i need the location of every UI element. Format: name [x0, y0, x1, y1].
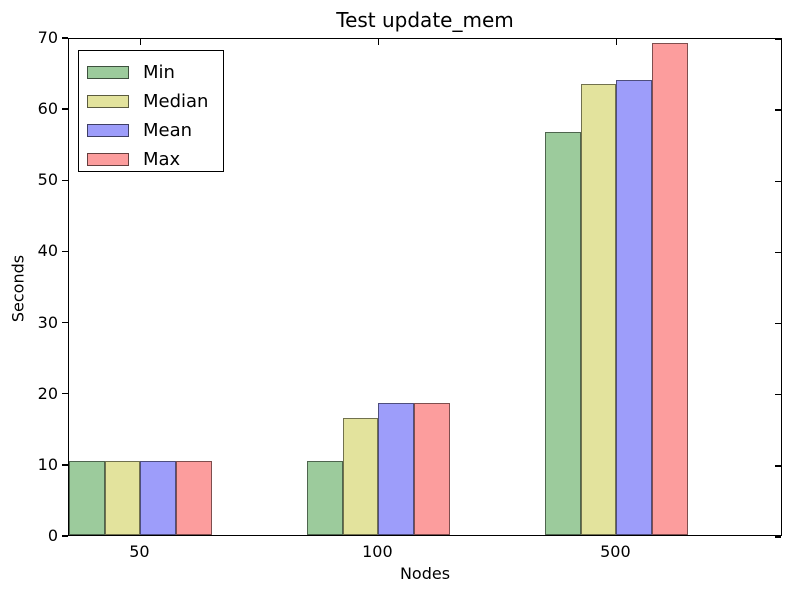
- legend-item-min: Min: [79, 58, 223, 87]
- legend-label: Max: [143, 148, 181, 170]
- y-tick-mark: [62, 464, 68, 466]
- y-tick-label: 60: [37, 99, 58, 119]
- bar-max-100: [414, 403, 450, 535]
- legend-item-mean: Mean: [79, 116, 223, 145]
- bar-max-500: [652, 43, 688, 535]
- y-tick-mark-right: [775, 465, 781, 467]
- y-tick-mark: [62, 37, 68, 39]
- bar-min-50: [69, 461, 105, 535]
- legend-item-max: Max: [79, 145, 223, 174]
- bar-median-100: [342, 418, 379, 535]
- y-tick-label: 40: [37, 241, 58, 261]
- y-tick-label: 30: [37, 312, 58, 332]
- y-tick-mark: [62, 179, 68, 181]
- x-tick-label: 500: [600, 542, 631, 561]
- y-tick-label: 10: [37, 454, 58, 474]
- bar-median-50: [104, 461, 141, 535]
- bar-max-50: [176, 461, 212, 535]
- y-tick-mark: [62, 108, 68, 110]
- bar-min-500: [545, 131, 581, 535]
- legend-label: Mean: [143, 119, 193, 141]
- y-tick-mark: [62, 393, 68, 395]
- y-tick-label: 20: [37, 383, 58, 403]
- bar-median-500: [580, 84, 617, 535]
- y-tick-mark-right: [775, 536, 781, 538]
- y-tick-label: 50: [37, 170, 58, 190]
- legend-label: Min: [143, 61, 175, 83]
- x-tick-label: 50: [129, 542, 150, 561]
- y-tick-mark-right: [775, 180, 781, 182]
- bar-mean-50: [140, 461, 177, 535]
- x-axis-label: Nodes: [399, 564, 451, 583]
- legend-swatch-min: [87, 66, 129, 79]
- legend: Min Median Mean Max: [78, 50, 224, 172]
- y-axis-label: Seconds: [8, 254, 28, 323]
- y-tick-mark-right: [775, 109, 781, 111]
- x-tick-label: 100: [362, 542, 393, 561]
- bar-mean-500: [616, 79, 653, 535]
- y-tick-mark-right: [775, 251, 781, 254]
- y-tick-mark-right: [775, 38, 781, 40]
- y-tick-mark-right: [775, 322, 781, 325]
- chart-title: Test update_mem: [336, 8, 514, 32]
- y-tick-mark: [62, 535, 68, 537]
- x-tick-mark-top: [377, 39, 380, 45]
- legend-item-median: Median: [79, 87, 223, 116]
- x-tick-mark-top: [615, 39, 618, 45]
- bar-min-100: [307, 461, 343, 535]
- legend-swatch-max: [87, 153, 129, 166]
- legend-label: Median: [143, 90, 209, 112]
- y-tick-mark: [62, 321, 68, 324]
- y-tick-mark-right: [775, 394, 781, 396]
- x-tick-mark-top: [139, 39, 142, 45]
- y-tick-mark: [62, 250, 68, 253]
- plot-area: [68, 38, 782, 538]
- bar-mean-100: [378, 403, 415, 535]
- y-tick-label: 70: [37, 28, 58, 47]
- legend-swatch-mean: [87, 124, 129, 137]
- legend-swatch-median: [87, 95, 129, 108]
- y-tick-label: 0: [47, 526, 58, 545]
